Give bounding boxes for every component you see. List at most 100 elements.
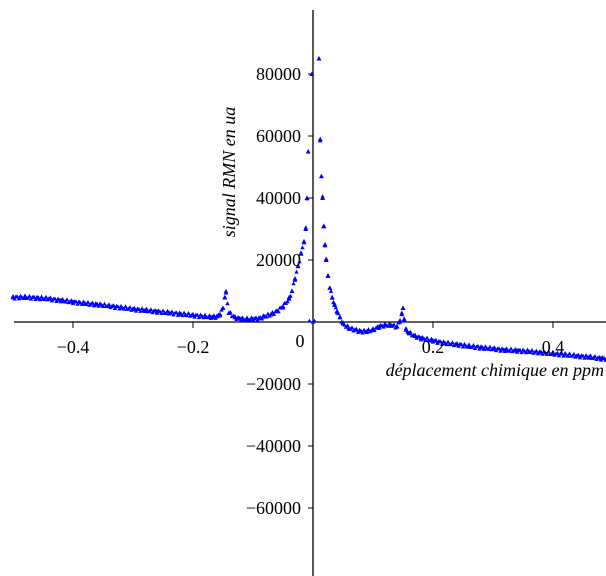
data-point: [291, 281, 296, 286]
data-point: [303, 226, 309, 231]
data-point: [58, 297, 64, 303]
data-point: [75, 301, 80, 306]
x-tick-label: 0.4: [542, 337, 565, 357]
data-point: [220, 305, 226, 311]
data-point: [288, 293, 293, 298]
x-tick-label: −0.4: [57, 337, 90, 357]
data-point: [280, 304, 286, 309]
origin-label: 0: [296, 331, 305, 351]
data-point: [27, 293, 32, 298]
data-point: [262, 313, 268, 319]
data-points: [10, 56, 606, 362]
data-point: [514, 348, 520, 353]
data-point: [519, 350, 524, 355]
data-point: [340, 321, 346, 326]
data-point: [565, 353, 571, 358]
data-point: [502, 347, 508, 352]
data-point: [364, 328, 370, 334]
data-point: [388, 322, 394, 328]
data-point: [322, 242, 328, 247]
data-point: [526, 348, 532, 354]
data-point: [186, 310, 191, 315]
data-point: [376, 324, 382, 329]
data-point: [226, 310, 232, 315]
data-point: [294, 269, 299, 274]
data-point: [490, 346, 496, 351]
data-point: [598, 355, 604, 361]
data-point: [445, 339, 451, 344]
data-point: [450, 340, 455, 345]
data-point: [166, 310, 172, 315]
data-point: [487, 344, 493, 349]
data-point: [268, 311, 274, 317]
data-point: [567, 351, 572, 356]
data-point: [304, 195, 310, 200]
data-point: [349, 325, 355, 330]
y-tick-label: 40000: [256, 188, 301, 208]
data-point: [298, 251, 304, 256]
data-point: [592, 354, 598, 359]
data-point: [232, 314, 238, 320]
data-point: [544, 351, 550, 356]
data-point: [424, 335, 430, 340]
data-point: [148, 307, 154, 312]
data-point: [102, 301, 107, 306]
y-tick-label: −40000: [246, 436, 301, 456]
data-point: [133, 308, 139, 313]
data-point: [63, 299, 68, 304]
data-point: [328, 288, 334, 293]
data-point: [586, 354, 592, 360]
data-point: [397, 317, 403, 323]
data-point: [154, 308, 160, 314]
data-point: [529, 347, 535, 352]
data-point: [300, 245, 305, 250]
data-point: [111, 303, 116, 308]
data-point: [82, 300, 88, 306]
data-point: [574, 353, 580, 358]
y-tick-label: 60000: [256, 126, 301, 146]
data-point: [190, 312, 196, 318]
x-tick-labels: −0.4 −0.2 0.2 0.4: [57, 337, 565, 357]
data-point: [556, 353, 562, 358]
data-point: [211, 313, 217, 318]
data-point: [332, 302, 338, 307]
data-point: [31, 294, 37, 299]
data-point: [317, 136, 323, 142]
y-tick-marks: [308, 73, 313, 509]
data-point: [400, 305, 406, 311]
y-tick-label: 80000: [256, 64, 301, 84]
y-tick-label: 20000: [256, 250, 301, 270]
data-point: [334, 308, 340, 314]
data-point: [316, 56, 322, 61]
data-point: [442, 340, 448, 346]
data-point: [184, 313, 190, 318]
data-point: [318, 173, 324, 179]
data-point: [478, 344, 484, 350]
data-point: [307, 318, 312, 323]
data-point: [106, 303, 112, 308]
data-point: [433, 337, 439, 342]
data-point: [370, 327, 376, 332]
data-point: [174, 310, 179, 315]
data-point: [329, 294, 335, 300]
data-point: [127, 304, 133, 309]
data-point: [382, 322, 388, 328]
x-tick-marks: [72, 322, 554, 328]
data-point: [496, 346, 502, 351]
data-point: [466, 343, 472, 349]
data-point: [286, 296, 292, 301]
data-point: [94, 301, 100, 307]
data-point: [295, 263, 301, 269]
data-point: [394, 324, 400, 329]
data-point: [534, 348, 539, 353]
data-point: [423, 338, 428, 343]
x-tick-label: −0.2: [177, 337, 210, 357]
data-point: [438, 339, 443, 344]
y-axis-title: signal RMN en ua: [219, 107, 239, 238]
data-point: [337, 314, 343, 320]
data-point: [333, 305, 338, 310]
data-point: [256, 315, 262, 321]
data-point: [196, 315, 202, 320]
data-point: [250, 316, 256, 321]
